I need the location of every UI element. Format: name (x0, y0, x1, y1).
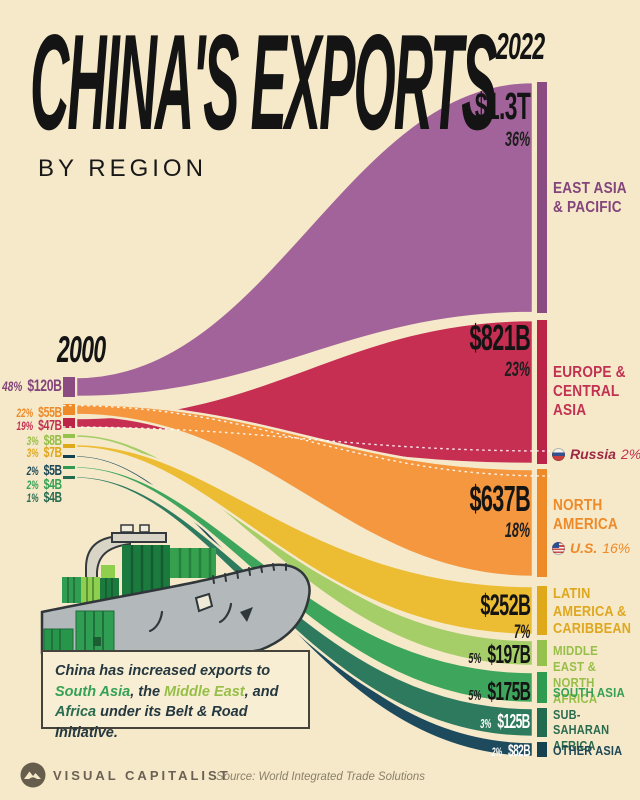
value: $637B (469, 478, 530, 519)
value-2022-other-asia: 2% $82B (466, 741, 531, 761)
value-2000: $4B (43, 490, 62, 506)
value-2022-sub-saharan: 3% $125B (447, 712, 530, 733)
value: $252B (479, 589, 531, 622)
value-2000: $5B (43, 463, 62, 479)
footer-source: Source: World Integrated Trade Solutions (216, 769, 425, 783)
year-label-2022: 2022 (496, 26, 545, 67)
value: $197B (487, 639, 531, 669)
region-label-south-asia: SOUTH ASIA (553, 685, 625, 700)
annotation-box: China has increased exports to South Asi… (41, 650, 310, 741)
region-label-europe: EUROPE & CENTRAL ASIA (553, 364, 626, 419)
pct: 18% (504, 518, 530, 542)
pct-2000: 48% (2, 378, 23, 394)
left-axis-row: 2% $4B (13, 476, 62, 494)
pct-2000: 22% (16, 408, 34, 420)
left-axis-row: 2% $5B (13, 462, 62, 480)
pct-2000: 19% (16, 421, 34, 433)
left-axis-row: 3% $8B (13, 432, 62, 450)
value: $821B (469, 317, 530, 358)
visual-capitalist-logo-icon (20, 762, 46, 788)
value-2022-mena: 5% $197B (427, 639, 531, 669)
value: $82B (508, 741, 531, 760)
note-africa: Africa (55, 704, 97, 721)
flow-east-asia-pacific (74, 80, 535, 399)
pct: 36% (504, 127, 530, 151)
russia-share-dashed-line (62, 426, 551, 452)
pct: 3% (480, 716, 492, 731)
value-2000: $120B (27, 376, 63, 395)
pct-2000: 2% (26, 480, 39, 492)
note-text: under its Belt & Road Initiative. (55, 704, 248, 741)
subregion-dashed-lines (62, 404, 551, 477)
pct: 23% (504, 357, 530, 381)
subregion-us: U.S. 16% (552, 540, 630, 556)
region-label-sub-saharan: SUB-SAHARAN AFRICA (553, 708, 610, 753)
page-title: CHINA'S EXPORTS (30, 6, 498, 158)
flow-bands (74, 80, 535, 759)
us-flag-icon (552, 541, 565, 555)
value-2022-south-asia: 5% $175B (427, 676, 531, 706)
subregion-pct: 2% (620, 446, 640, 462)
pct: 7% (513, 621, 530, 643)
left-axis-row: 48% $120B (0, 376, 62, 396)
pct: 5% (468, 650, 482, 667)
value-2022-north-america: $637B 18% (429, 478, 530, 543)
pct-2000: 1% (26, 493, 39, 505)
right-stubs (537, 82, 547, 757)
region-label-mena: MIDDLE EAST & NORTH AFRICA (553, 643, 598, 706)
value-2000: $55B (38, 405, 62, 421)
left-axis-row: 19% $47B (0, 417, 63, 435)
page-subtitle: BY REGION (38, 155, 207, 182)
ship-illustration (40, 524, 311, 660)
left-axis-row: 3% $7B (13, 444, 62, 462)
region-label-other-asia: OTHER ASIA (553, 744, 623, 758)
note-text: China has increased exports to (55, 663, 271, 679)
ship-fin (240, 607, 253, 622)
us-share-dashed-line (62, 404, 551, 477)
value: $1.3T (474, 86, 531, 128)
note-south-asia: South Asia (55, 683, 131, 700)
value: $175B (487, 676, 531, 706)
footer-brand: VISUAL CAPITALIST (53, 768, 231, 783)
ship-porthole (194, 592, 214, 613)
pct-2000: 3% (26, 436, 39, 448)
left-axis-row: 1% $4B (13, 489, 62, 507)
pct: 2% (491, 745, 503, 759)
flow-south-asia (74, 464, 535, 705)
pct-2000: 3% (26, 448, 39, 460)
note-middle-east: Middle East (164, 683, 245, 700)
value-2022-east-asia: $1.3T 36% (438, 86, 531, 152)
value-2000: $47B (38, 418, 62, 434)
value-2000: $8B (43, 433, 62, 449)
note-text: , the (130, 683, 165, 700)
flow-latin-america (74, 442, 535, 637)
value: $125B (497, 711, 531, 733)
region-label-north-america: NORTH AMERICA (553, 497, 618, 533)
note-text: , and (244, 683, 279, 700)
pct-2000: 2% (26, 466, 39, 478)
left-stubs (63, 377, 75, 479)
region-label-east-asia: EAST ASIA & PACIFIC (553, 180, 627, 216)
flow-north-america (74, 402, 535, 579)
value-2000: $4B (43, 477, 62, 493)
left-axis-row: 22% $55B (0, 404, 63, 422)
year-label-2000: 2000 (57, 329, 106, 370)
russia-flag-icon (552, 447, 565, 461)
container-green (170, 548, 216, 578)
subregion-pct: 16% (602, 540, 631, 556)
pct: 5% (468, 687, 482, 704)
value-2022-europe: $821B 23% (429, 317, 530, 382)
subregion-name: Russia (570, 446, 616, 462)
flow-sub-saharan-africa (74, 474, 535, 739)
subregion-russia: Russia 2% (552, 446, 640, 462)
subregion-name: U.S. (570, 540, 598, 556)
value-2022-latin-america: $252B 7% (447, 589, 531, 644)
region-label-latin-america: LATIN AMERICA & CARIBBEAN (553, 586, 632, 638)
value-2000: $7B (43, 445, 62, 461)
